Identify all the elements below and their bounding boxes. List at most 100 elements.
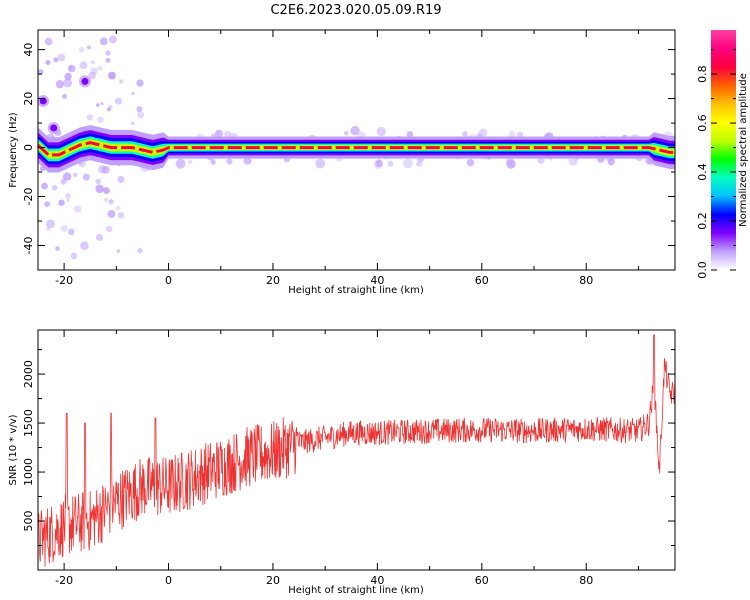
noise-dot	[131, 91, 135, 96]
snr-series-line	[38, 334, 675, 567]
noise-dot	[466, 158, 475, 167]
noise-dot	[175, 158, 186, 169]
spectrogram-frame	[37, 29, 676, 271]
noise-dot	[95, 233, 104, 242]
snr-line-area	[38, 334, 675, 567]
noise-dot	[108, 199, 114, 205]
noise-dot	[131, 121, 135, 125]
noise-dot	[62, 93, 67, 99]
noise-dot	[109, 35, 117, 44]
colorbar-tick-label: 0.2	[696, 212, 709, 230]
y-tick-label: 40	[22, 43, 35, 57]
noise-dot	[88, 71, 97, 80]
x-tick-label: 0	[165, 574, 172, 587]
noise-dot	[373, 159, 383, 170]
noise-dot	[107, 209, 116, 218]
snr-y-axis-label: SNR (10 * v/v)	[8, 414, 19, 485]
noise-dot	[517, 131, 524, 138]
noise-dot	[115, 206, 120, 211]
noise-dot	[95, 103, 100, 107]
noise-dot	[108, 71, 116, 80]
noise-dot	[137, 247, 143, 254]
noise-dot	[108, 104, 113, 110]
noise-dot	[137, 111, 145, 119]
noise-dot	[65, 193, 71, 199]
colorbar-tick-label: 0.8	[696, 65, 709, 83]
colorbar-tick-label: 0.6	[696, 114, 709, 131]
noise-dot	[243, 156, 252, 165]
noise-dot	[226, 158, 233, 165]
noise-dot	[95, 184, 104, 194]
x-tick-label: -20	[55, 574, 73, 587]
colorbar-label: Normalized spectral amplitude	[738, 73, 749, 227]
x-tick-label: 80	[579, 574, 593, 587]
x-tick-label: 80	[579, 274, 593, 287]
noise-dot	[406, 131, 414, 138]
noise-dot	[376, 158, 381, 163]
noise-dot	[315, 158, 326, 169]
noise-dot	[100, 102, 104, 106]
noise-dot	[63, 78, 73, 88]
noise-dot	[210, 159, 216, 165]
noise-dot	[98, 165, 107, 174]
noise-dot	[136, 79, 144, 87]
noise-dot	[116, 249, 121, 253]
noise-dot	[607, 158, 615, 166]
noise-dot	[376, 126, 387, 137]
noise-dot	[416, 160, 423, 167]
spectrogram-panel: -20 0 20 40 60 80 -40 -20 0 20 40 Height of straig…	[8, 29, 676, 296]
y-tick-label: -40	[22, 237, 35, 255]
snr-panel: -20 0 20 40 60 80 500 1000 1500 2000 Height of st…	[8, 329, 676, 596]
noise-dot	[105, 50, 111, 56]
y-tick-label: -20	[22, 188, 35, 206]
noise-dot	[97, 65, 103, 71]
noise-dot	[105, 58, 111, 63]
noise-dot	[344, 131, 349, 136]
noise-dot	[45, 219, 55, 229]
colorbar-tick-label: 0.0	[696, 261, 709, 279]
noise-dot	[62, 172, 72, 181]
x-tick-label: 60	[475, 574, 489, 587]
x-tick-label: 20	[266, 574, 280, 587]
snr-x-axis-label: Height of straight line (km)	[288, 585, 424, 596]
noise-dot	[79, 61, 88, 70]
ridge-center	[36, 141, 675, 157]
y-tick-label: 20	[22, 92, 35, 106]
spectral-blob	[81, 77, 89, 85]
noise-dot	[80, 241, 89, 250]
noise-dot	[350, 126, 360, 136]
figure-title: C2E6.2023.020.05.09.R19	[270, 3, 441, 18]
noise-dot	[58, 199, 65, 207]
noise-dot	[68, 228, 75, 236]
colorbar-ticks: 0.0 0.2 0.4 0.6 0.8	[696, 49, 736, 279]
noise-dot	[104, 197, 109, 202]
noise-dot	[508, 130, 516, 138]
noise-dot	[90, 60, 95, 65]
noise-dot	[41, 182, 48, 190]
noise-dot	[99, 37, 108, 46]
x-tick-label: 40	[370, 274, 384, 287]
noise-dot	[78, 46, 85, 53]
noise-dot	[45, 59, 51, 66]
y-tick-label: 0	[22, 144, 35, 151]
noise-dot	[60, 178, 67, 185]
noise-dot	[387, 160, 394, 167]
noise-dot	[57, 53, 66, 62]
noise-dot	[60, 224, 68, 232]
noise-dot	[86, 114, 94, 121]
spectral-blob	[39, 97, 47, 105]
noise-dot	[72, 172, 78, 178]
x-tick-label: 20	[266, 274, 280, 287]
noise-dot	[101, 165, 110, 174]
noise-dot	[51, 185, 58, 191]
noise-dot	[117, 175, 125, 183]
noise-dot	[506, 159, 516, 169]
noise-dot	[66, 198, 70, 202]
noise-dot	[74, 205, 82, 213]
noise-dot	[44, 37, 53, 46]
y-tick-label: 500	[22, 511, 35, 532]
noise-dot	[44, 201, 50, 208]
noise-dot	[462, 131, 468, 137]
noise-dot	[106, 107, 111, 112]
